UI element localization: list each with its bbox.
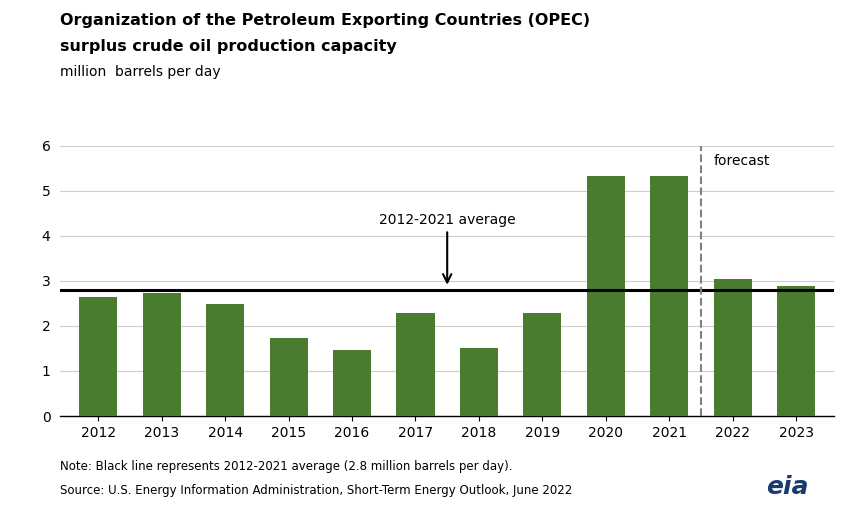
- Bar: [460, 348, 498, 416]
- Text: Organization of the Petroleum Exporting Countries (OPEC): Organization of the Petroleum Exporting …: [60, 13, 590, 28]
- Text: eia: eia: [765, 475, 808, 499]
- Bar: [587, 176, 625, 416]
- Bar: [79, 297, 117, 416]
- Bar: [333, 350, 371, 416]
- Bar: [143, 293, 181, 416]
- Bar: [524, 313, 562, 416]
- Text: 2012-2021 average: 2012-2021 average: [379, 213, 515, 282]
- Text: forecast: forecast: [714, 154, 770, 168]
- Bar: [777, 286, 815, 416]
- Bar: [650, 176, 688, 416]
- Text: million  barrels per day: million barrels per day: [60, 65, 221, 79]
- Bar: [206, 304, 244, 416]
- Bar: [269, 338, 308, 416]
- Bar: [396, 313, 434, 416]
- Text: surplus crude oil production capacity: surplus crude oil production capacity: [60, 39, 397, 54]
- Bar: [714, 279, 752, 416]
- Text: Source: U.S. Energy Information Administration, Short-Term Energy Outlook, June : Source: U.S. Energy Information Administ…: [60, 484, 573, 497]
- Text: Note: Black line represents 2012-2021 average (2.8 million barrels per day).: Note: Black line represents 2012-2021 av…: [60, 460, 513, 473]
